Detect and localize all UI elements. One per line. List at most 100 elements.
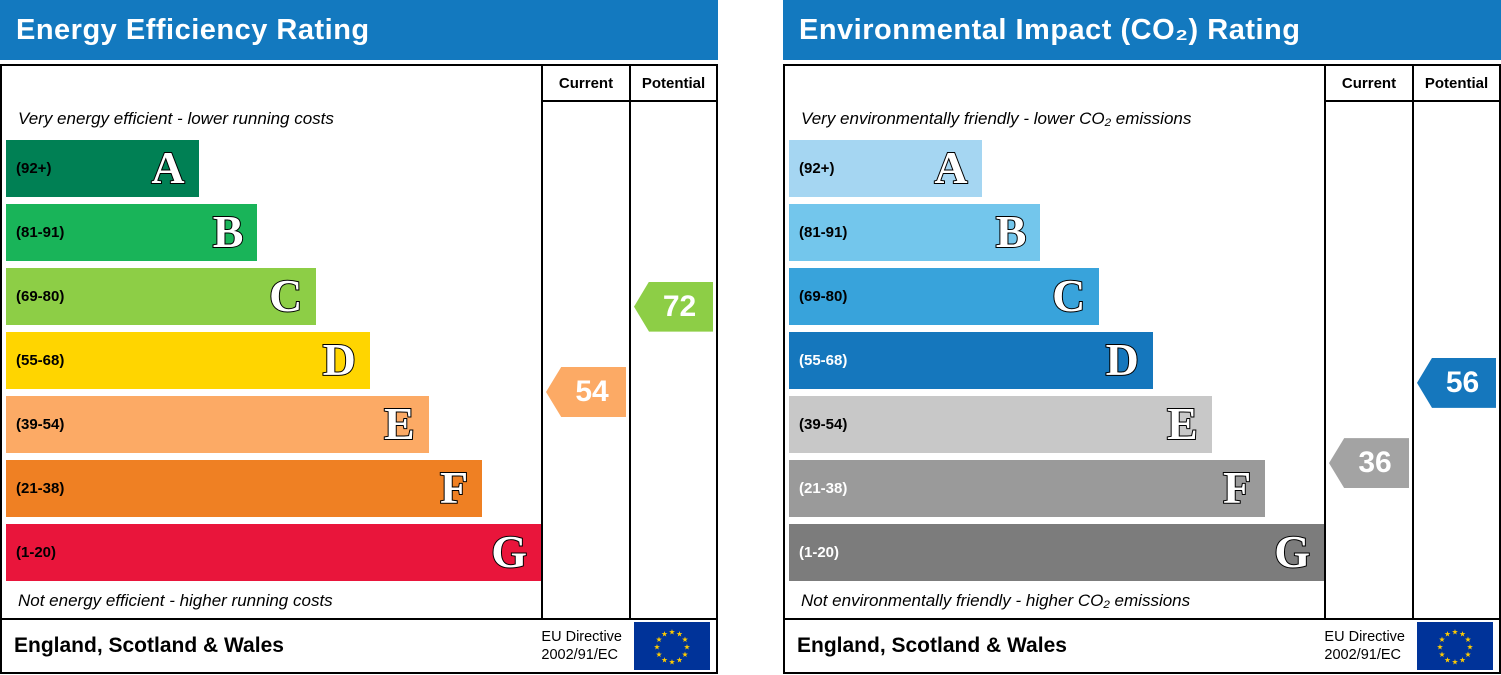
current-rating-arrow: 36 [1329,438,1409,489]
band-d: (55-68) D [789,328,1324,392]
svg-text:★: ★ [682,635,689,644]
svg-text:★: ★ [669,628,676,637]
band-f-bar: (21-38) F [789,459,1266,517]
band-f-letter: F [1222,462,1252,513]
band-a-letter: A [933,142,968,193]
band-e-bar: (39-54) E [6,395,429,453]
band-b-letter: B [995,206,1028,257]
energy-efficiency-table: Current Potential Very energy efficient … [0,64,718,674]
svg-text:★: ★ [1452,628,1459,637]
current-column-header: Current [1324,66,1412,102]
table-footer: England, Scotland & Wales EU Directive 2… [2,618,716,672]
header-spacer [2,66,541,102]
svg-text:★: ★ [684,643,691,652]
potential-column-header: Potential [1412,66,1499,102]
band-g-range-label: (1-20) [16,543,57,561]
current-rating-arrow: 54 [546,367,626,417]
band-a-range-label: (92+) [16,159,52,177]
current-rating-value: 36 [1358,446,1392,480]
band-c-letter: C [268,270,303,321]
band-scale: Very environmentally friendly - lower CO… [785,102,1324,618]
potential-column: 56 [1412,102,1499,618]
band-f: (21-38) F [6,456,541,520]
svg-text:★: ★ [1467,643,1474,652]
svg-text:★: ★ [1465,635,1472,644]
band-a-bar: (92+) A [6,139,199,197]
potential-rating-value: 56 [1445,365,1480,399]
caption-bottom: Not energy efficient - higher running co… [18,591,333,610]
svg-text:★: ★ [1439,635,1446,644]
svg-text:★: ★ [656,650,663,659]
band-b-bar: (81-91) B [6,203,258,261]
svg-text:★: ★ [654,643,661,652]
caption-top: Very environmentally friendly - lower CO… [801,109,1192,128]
svg-text:★: ★ [676,656,683,665]
svg-text:★: ★ [1459,656,1466,665]
band-g-bar: (1-20) G [789,523,1324,581]
svg-text:★: ★ [1444,656,1451,665]
band-f-letter: F [439,462,469,513]
band-d-bar: (55-68) D [6,331,370,389]
potential-rating-arrow: 56 [1417,357,1496,408]
eu-directive-line1: EU Directive [1324,628,1405,645]
table-footer: England, Scotland & Wales EU Directive 2… [785,618,1499,672]
potential-column-header: Potential [629,66,716,102]
current-column: 36 [1324,102,1412,618]
band-d: (55-68) D [6,328,541,392]
band-f-bar: (21-38) F [6,459,483,517]
band-b: (81-91) B [789,200,1324,264]
energy-efficiency-title: Energy Efficiency Rating [0,0,718,60]
band-e-range-label: (39-54) [799,415,848,433]
band-e: (39-54) E [789,392,1324,456]
potential-rating-value: 72 [662,289,697,323]
eu-directive-line1: EU Directive [541,628,622,645]
band-b-range-label: (81-91) [799,223,848,241]
band-c: (69-80) C [6,264,541,328]
header-spacer [785,66,1324,102]
band-b-letter: B [212,206,245,257]
eu-directive-label: EU Directive 2002/91/EC [1324,628,1405,664]
svg-text:★: ★ [669,658,676,667]
environmental-impact-title: Environmental Impact (CO₂) Rating [783,0,1501,60]
svg-text:★: ★ [1459,630,1466,639]
current-rating-value: 54 [575,375,609,408]
band-e-letter: E [383,398,416,449]
band-c-range-label: (69-80) [16,287,65,305]
band-f-range-label: (21-38) [799,479,848,497]
current-column: 54 [541,102,629,618]
band-c: (69-80) C [789,264,1324,328]
eu-directive-line2: 2002/91/EC [541,647,619,663]
eu-directive-line2: 2002/91/EC [1324,647,1402,663]
caption-bottom: Not environmentally friendly - higher CO… [801,591,1191,610]
band-a-range-label: (92+) [799,159,835,177]
band-g-letter: G [490,526,528,577]
region-label: England, Scotland & Wales [14,634,284,657]
band-c-range-label: (69-80) [799,287,848,305]
band-e-bar: (39-54) E [789,395,1212,453]
svg-text:★: ★ [656,635,663,644]
svg-text:★: ★ [1437,643,1444,652]
current-column-header: Current [541,66,629,102]
band-d-bar: (55-68) D [789,331,1153,389]
eu-directive-label: EU Directive 2002/91/EC [541,628,622,664]
band-c-bar: (69-80) C [6,267,317,325]
potential-rating-arrow: 72 [634,281,713,332]
energy-efficiency-panel: Energy Efficiency Rating Current Potenti… [0,0,718,674]
band-g-letter: G [1273,526,1311,577]
band-b-range-label: (81-91) [16,223,65,241]
band-c-bar: (69-80) C [789,267,1100,325]
region-label: England, Scotland & Wales [797,634,1067,657]
band-b: (81-91) B [6,200,541,264]
environmental-impact-table: Current Potential Very environmentally f… [783,64,1501,674]
eu-flag-icon: ★ ★★ ★★★ ★★★ ★★★ [634,622,710,670]
eu-flag-icon: ★ ★★ ★★★ ★★★ ★★★ [1417,622,1493,670]
band-g-bar: (1-20) G [6,523,541,581]
svg-text:★: ★ [661,630,668,639]
band-e-range-label: (39-54) [16,415,65,433]
band-d-letter: D [1105,334,1140,385]
band-d-range-label: (55-68) [16,351,65,369]
band-d-letter: D [322,334,357,385]
svg-text:★: ★ [1439,650,1446,659]
band-a: (92+) A [6,136,541,200]
